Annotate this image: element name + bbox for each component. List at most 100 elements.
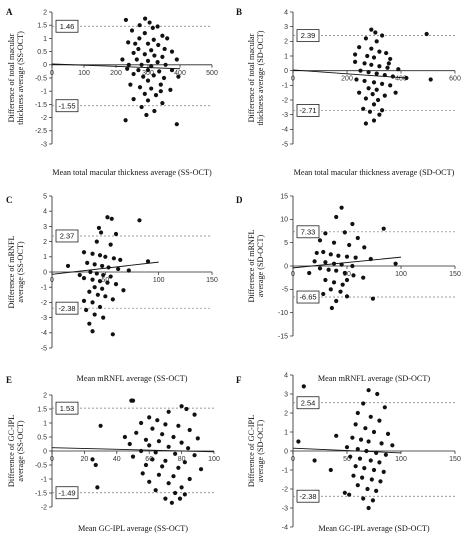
x-tick-label: 0: [50, 456, 54, 463]
data-point: [342, 230, 347, 235]
data-point: [163, 496, 168, 501]
y-tick-label: 1: [284, 429, 288, 436]
y-tick-label: 3: [43, 224, 47, 231]
data-point: [331, 280, 337, 285]
data-point: [396, 67, 401, 72]
data-point: [374, 71, 379, 76]
data-point: [163, 422, 168, 427]
x-tick-label: 600: [449, 76, 461, 83]
data-point: [156, 472, 162, 477]
data-point: [358, 68, 363, 73]
data-point: [340, 282, 345, 287]
data-point: [109, 216, 114, 221]
data-point: [144, 112, 149, 118]
data-point: [370, 92, 375, 97]
x-tick-label: 0: [50, 277, 54, 284]
data-point: [365, 486, 370, 492]
y-tick-label: -3: [41, 141, 47, 148]
data-point: [152, 108, 157, 114]
y-tick-label: 10: [280, 217, 288, 224]
data-point: [347, 242, 352, 248]
data-point: [127, 441, 132, 447]
data-point: [85, 260, 90, 265]
y-tick-label: -3: [282, 505, 288, 512]
data-point: [187, 427, 192, 433]
data-point: [374, 450, 379, 455]
x-tick-label: 200: [110, 70, 122, 77]
data-point: [336, 253, 341, 258]
data-point: [366, 86, 371, 91]
data-point: [374, 87, 379, 92]
data-point: [339, 205, 344, 210]
data-point: [137, 218, 142, 223]
x-tick-label: 150: [206, 277, 218, 284]
data-point: [161, 75, 167, 81]
data-point: [95, 485, 100, 490]
data-point: [363, 96, 368, 101]
data-point: [160, 464, 165, 469]
data-point: [358, 437, 364, 442]
data-point: [98, 230, 104, 235]
data-point: [357, 45, 362, 50]
data-point: [354, 77, 359, 82]
data-point: [363, 36, 368, 41]
data-point: [150, 457, 155, 462]
y-tick-label: -0.5: [35, 75, 47, 82]
data-point: [145, 41, 151, 46]
data-point: [404, 75, 409, 81]
data-point: [134, 57, 139, 62]
y-tick-label: -5: [282, 287, 288, 294]
x-tick-label: 200: [341, 76, 353, 83]
panel-letter-b: B: [236, 7, 242, 17]
data-point: [361, 401, 366, 406]
data-point: [328, 287, 333, 292]
data-point: [95, 292, 100, 297]
data-point: [88, 269, 93, 275]
data-point: [145, 259, 151, 264]
y-tick-label: -10: [278, 310, 288, 317]
x-tick-label: 100: [208, 456, 220, 463]
data-point: [111, 256, 116, 261]
data-point: [145, 67, 151, 73]
data-point: [145, 58, 151, 63]
data-point: [131, 97, 136, 102]
data-point: [377, 418, 382, 423]
data-point: [151, 73, 156, 78]
data-point: [173, 490, 178, 496]
data-point: [163, 62, 168, 67]
trend-line-c: [51, 261, 159, 275]
data-point: [385, 65, 390, 70]
data-point: [160, 432, 165, 437]
data-point: [156, 439, 162, 444]
data-point: [353, 59, 358, 64]
y-axis-label-e: Difference of GC-IPLaverage (SS-OCT): [7, 415, 25, 487]
data-point: [328, 467, 333, 473]
data-point: [77, 272, 82, 278]
y-tick-label: 2: [43, 392, 47, 399]
x-axis-label-e: Mean GC-IPL average (SS-OCT): [78, 524, 188, 533]
data-point: [182, 460, 187, 465]
data-point: [350, 263, 355, 269]
data-point: [374, 488, 379, 493]
panel-letter-d: D: [236, 195, 243, 205]
data-point: [351, 473, 356, 478]
panel-letter-a: A: [6, 7, 13, 17]
upper-limit-label-e: 1.53: [60, 404, 75, 413]
y-tick-label: 2: [284, 410, 288, 417]
data-point: [136, 67, 141, 73]
data-point: [123, 17, 129, 23]
y-tick-label: -4: [282, 127, 288, 134]
data-point: [428, 77, 433, 82]
data-point: [129, 28, 135, 33]
y-tick-label: 0: [284, 448, 288, 455]
data-point: [373, 30, 378, 35]
data-point: [147, 443, 152, 448]
data-point: [390, 74, 395, 79]
data-point: [362, 245, 367, 250]
data-point: [90, 300, 95, 305]
lower-limit-label-f: -2.38: [299, 492, 316, 501]
upper-limit-box-a: [55, 19, 79, 33]
y-tick-label: 0: [43, 448, 47, 455]
data-point: [362, 466, 367, 471]
x-tick-label: 80: [178, 456, 186, 463]
